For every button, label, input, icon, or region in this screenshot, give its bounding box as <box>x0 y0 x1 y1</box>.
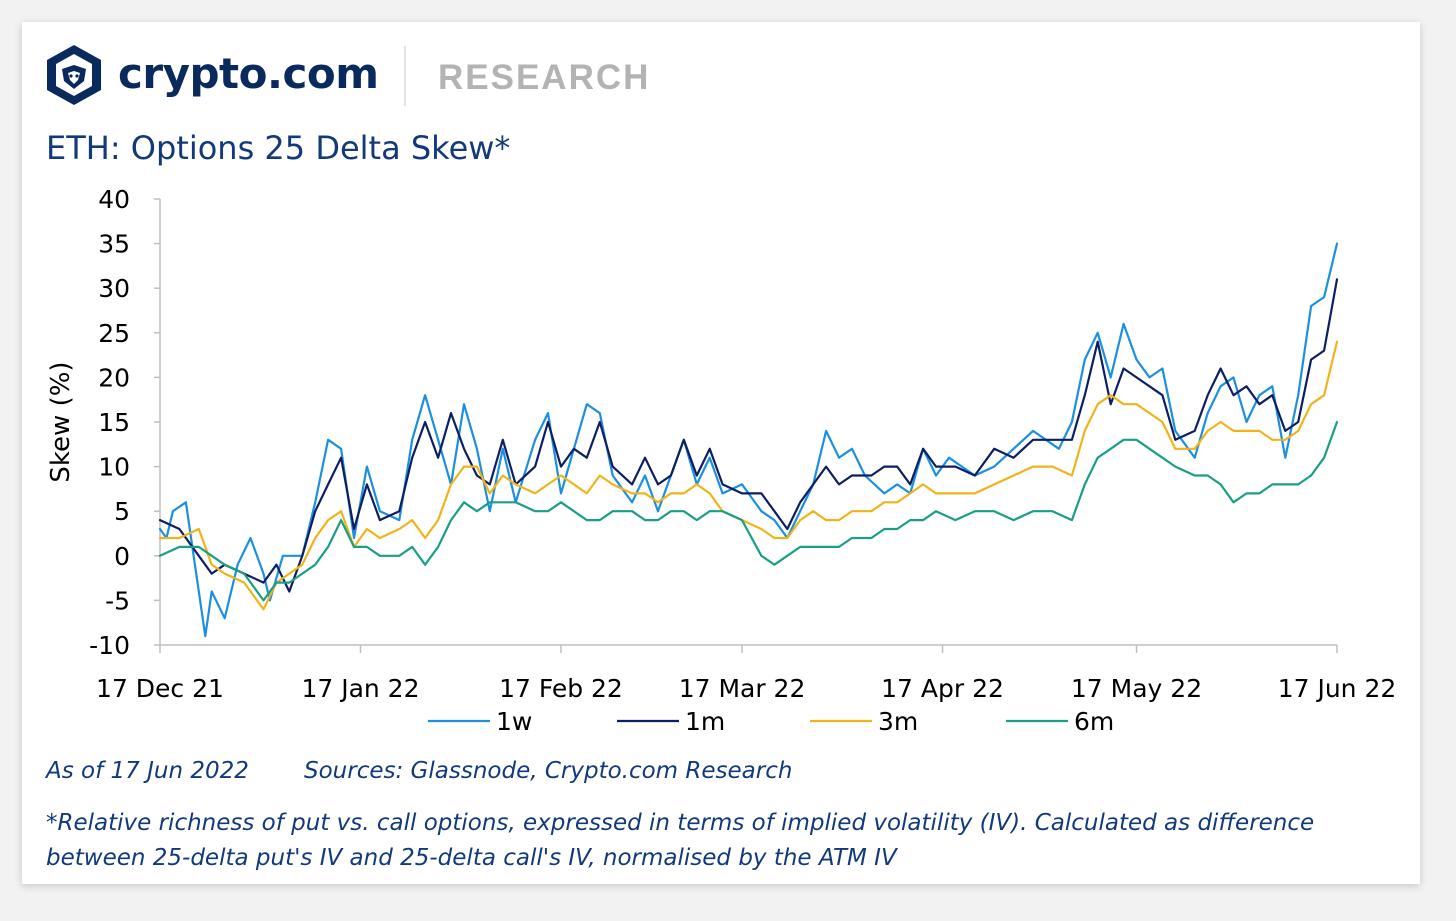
footnote-line-1: *Relative richness of put vs. call optio… <box>46 810 1315 836</box>
y-tick-label: 5 <box>114 497 130 526</box>
series-line-1m <box>158 278 1339 593</box>
series-line-3m <box>158 340 1339 611</box>
x-tick-label: 17 Feb 22 <box>499 674 623 703</box>
y-tick-label: 0 <box>114 542 130 571</box>
chart-card <box>22 22 1420 884</box>
legend-label-1w: 1w <box>496 707 532 736</box>
series-line-6m <box>158 420 1339 602</box>
sources-text: Sources: Glassnode, Crypto.com Research <box>304 758 793 784</box>
y-tick-label: 10 <box>98 453 130 482</box>
x-tick-label: 17 May 22 <box>1071 674 1202 703</box>
footnote: *Relative richness of put vs. call optio… <box>46 806 1314 876</box>
legend-label-1m: 1m <box>685 707 725 736</box>
x-tick-label: 17 Mar 22 <box>679 674 806 703</box>
y-tick-label: 30 <box>98 274 130 303</box>
y-tick-label: -5 <box>105 586 130 615</box>
brand-name: crypto.com <box>118 49 379 98</box>
chart-title: ETH: Options 25 Delta Skew* <box>46 129 511 167</box>
as-of-date: As of 17 Jun 2022 <box>46 758 249 784</box>
x-tick-label: 17 Apr 22 <box>881 674 1004 703</box>
series-line-1w <box>158 242 1339 638</box>
y-tick-label: 35 <box>98 230 130 259</box>
y-tick-label: 40 <box>98 185 130 214</box>
legend-label-6m: 6m <box>1074 707 1114 736</box>
x-tick-label: 17 Jun 22 <box>1278 674 1397 703</box>
y-tick-label: 25 <box>98 319 130 348</box>
y-tick-label: 20 <box>98 363 130 392</box>
footnote-line-2: between 25-delta put's IV and 25-delta c… <box>46 845 897 871</box>
header-divider <box>404 46 406 106</box>
x-tick-label: 17 Jan 22 <box>301 674 419 703</box>
legend-label-3m: 3m <box>878 707 918 736</box>
section-label: RESEARCH <box>438 58 651 97</box>
crypto-com-lion-shield-icon <box>47 45 101 105</box>
y-tick-label: -10 <box>89 631 130 660</box>
y-axis-label: Skew (%) <box>46 361 76 482</box>
y-tick-label: 15 <box>98 408 130 437</box>
x-tick-label: 17 Dec 21 <box>96 674 224 703</box>
